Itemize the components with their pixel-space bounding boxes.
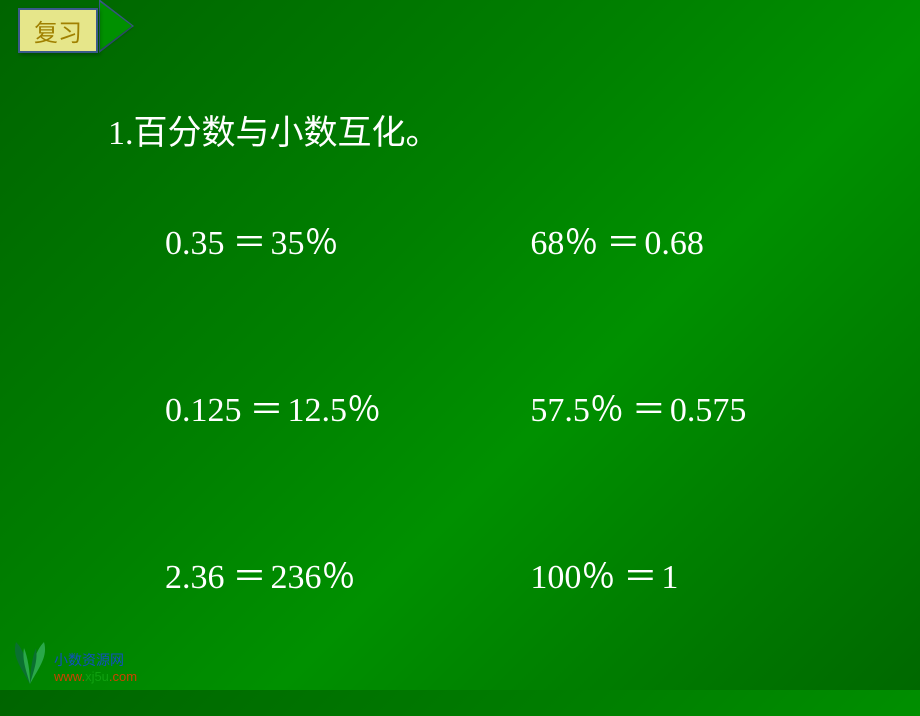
- section-heading: 1.百分数与小数互化。: [108, 105, 440, 154]
- equation-rhs: 1: [661, 559, 678, 597]
- equals-sign: ＝: [250, 382, 284, 431]
- arrow-icon: [100, 2, 132, 50]
- footer-url-main: xj5u: [85, 669, 109, 684]
- equation-cell: 0.35 ＝ 35％: [165, 215, 530, 264]
- footer-url: www.xj5u.com: [54, 670, 137, 684]
- equation-rhs: 0.68: [644, 225, 704, 263]
- equations-grid: 0.35 ＝ 35％ 68％ ＝ 0.68 0.125 ＝ 12.5％ 57.5…: [165, 215, 815, 716]
- equals-sign: ＝: [623, 549, 657, 598]
- equation-rhs: 12.5％: [288, 382, 382, 431]
- equation-lhs: 57.5％: [530, 382, 624, 431]
- footer-cn-text: 小数资源网: [54, 654, 137, 669]
- review-label: 复习: [18, 8, 98, 53]
- equation-lhs: 100％: [530, 549, 615, 598]
- equals-sign: ＝: [606, 215, 640, 264]
- equation-rhs: 0.575: [670, 392, 747, 430]
- equals-sign: ＝: [233, 549, 267, 598]
- equation-cell: 57.5％ ＝ 0.575: [530, 382, 815, 431]
- equals-sign: ＝: [233, 215, 267, 264]
- equation-row: 0.125 ＝ 12.5％ 57.5％ ＝ 0.575: [165, 382, 815, 431]
- leaf-icon: [10, 636, 50, 684]
- equation-row: 2.36 ＝ 236％ 100％ ＝ 1: [165, 549, 815, 598]
- footer-url-prefix: www.: [54, 669, 85, 684]
- equation-lhs: 68％: [530, 215, 598, 264]
- equation-lhs: 0.125: [165, 392, 242, 430]
- equation-cell: 2.36 ＝ 236％: [165, 549, 530, 598]
- equation-rhs: 35％: [271, 215, 339, 264]
- equation-cell: 100％ ＝ 1: [530, 549, 815, 598]
- footer-url-suffix: .com: [109, 669, 137, 684]
- equation-row: 0.35 ＝ 35％ 68％ ＝ 0.68: [165, 215, 815, 264]
- equals-sign: ＝: [632, 382, 666, 431]
- footer-text: 小数资源网 www.xj5u.com: [54, 654, 137, 684]
- equation-lhs: 2.36: [165, 559, 225, 597]
- review-label-text: 复习: [34, 20, 82, 47]
- equation-cell: 0.125 ＝ 12.5％: [165, 382, 530, 431]
- footer: 小数资源网 www.xj5u.com: [10, 636, 137, 684]
- equation-lhs: 0.35: [165, 225, 225, 263]
- equation-cell: 68％ ＝ 0.68: [530, 215, 815, 264]
- equation-rhs: 236％: [271, 549, 356, 598]
